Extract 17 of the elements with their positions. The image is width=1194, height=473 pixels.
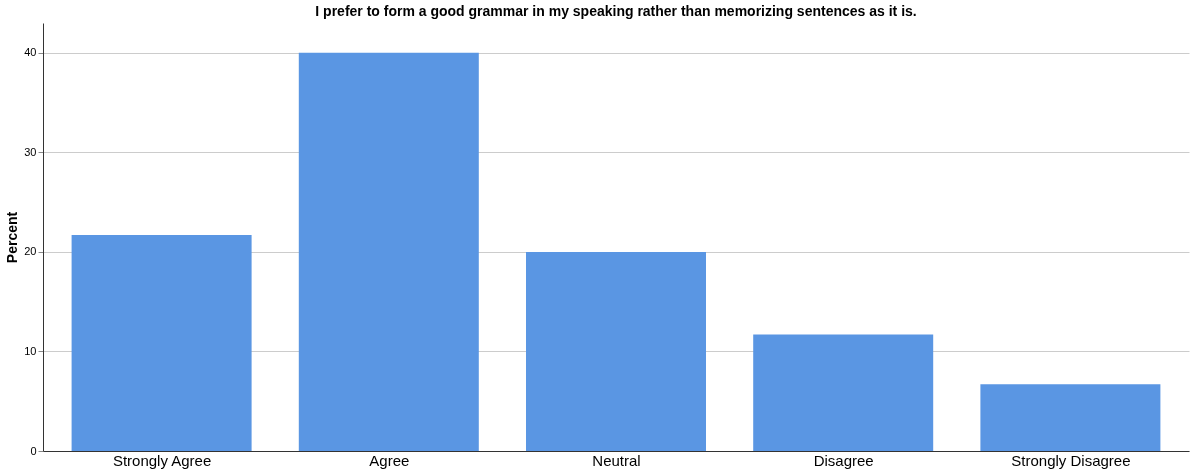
chart-title: I prefer to form a good grammar in my speaking rather than memorizing sentences as it is. bbox=[315, 3, 917, 19]
bar bbox=[526, 251, 706, 451]
x-tick-label: Agree bbox=[369, 451, 410, 469]
bar bbox=[298, 52, 479, 451]
bar bbox=[71, 235, 252, 451]
x-tick-label: Strongly Disagree bbox=[1011, 451, 1131, 469]
x-tick-label: Strongly Agree bbox=[112, 451, 212, 469]
y-tick-label: 10 bbox=[24, 344, 37, 357]
y-axis-title: Percent bbox=[4, 211, 21, 264]
y-tick-label: 20 bbox=[24, 245, 37, 258]
y-tick-label: 0 bbox=[30, 444, 37, 457]
bar bbox=[980, 384, 1161, 451]
bar bbox=[753, 334, 934, 451]
y-tick-label: 40 bbox=[24, 46, 37, 59]
x-tick-label: Disagree bbox=[813, 451, 874, 469]
x-tick-label: Neutral bbox=[592, 451, 641, 469]
y-tick-label: 30 bbox=[24, 145, 37, 158]
